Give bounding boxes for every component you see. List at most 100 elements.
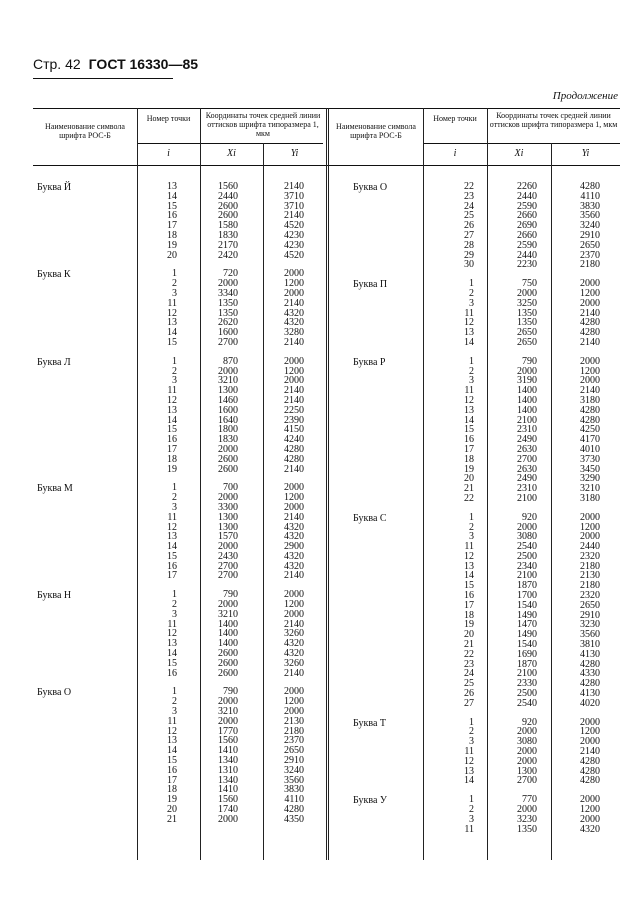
table-row: 11 1350 2140 [33, 298, 326, 309]
y-coordinate: 2140 [284, 385, 304, 397]
table-row: 16 1310 3240 [33, 765, 326, 776]
y-coordinate: 1200 [284, 278, 304, 290]
point-index: 1 [172, 686, 177, 698]
point-index: 12 [464, 394, 474, 406]
col-divider [423, 108, 424, 860]
continuation-label: Продолжение [552, 90, 618, 102]
header-sub-rule-right [423, 143, 620, 144]
y-coordinate: 2000 [284, 608, 304, 620]
x-coordinate: 2100 [517, 414, 537, 426]
y-coordinate: 4280 [580, 404, 600, 416]
x-coordinate: 1540 [517, 639, 537, 651]
point-index: 2 [172, 492, 177, 504]
y-coordinate: 3810 [580, 639, 600, 651]
point-index: 2 [469, 804, 474, 816]
x-coordinate: 2440 [218, 190, 238, 202]
header-y-left: Yi [290, 148, 299, 159]
table-row: 11 1400 2140 [333, 386, 620, 396]
y-coordinate: 4110 [580, 190, 600, 202]
x-coordinate: 2500 [517, 688, 537, 700]
y-coordinate: 2180 [580, 580, 600, 592]
header-rule [33, 78, 173, 79]
y-coordinate: 4110 [284, 794, 304, 806]
col-divider [487, 108, 488, 860]
symbol-name: Буква М [37, 483, 73, 495]
x-coordinate: 1600 [218, 327, 238, 339]
point-index: 2 [469, 365, 474, 377]
table-row: 13 1400 4280 [333, 404, 620, 416]
point-index: 21 [464, 483, 474, 495]
x-coordinate: 1400 [517, 404, 537, 416]
y-coordinate: 4280 [580, 327, 600, 339]
x-coordinate: 2000 [218, 541, 238, 553]
x-coordinate: 790 [223, 589, 238, 601]
x-coordinate: 2440 [517, 249, 537, 261]
point-index: 1 [469, 716, 474, 728]
x-coordinate: 3230 [517, 813, 537, 825]
table-row: 3 3340 2000 [33, 289, 326, 299]
letter-section: Буква П 1 750 2000 2 2000 1200 3 3250 2000 11 1350 2… [333, 279, 620, 348]
point-index: 3 [172, 608, 177, 620]
table-row: 14 2600 4320 [33, 649, 326, 659]
y-coordinate: 2910 [284, 755, 304, 767]
point-index: 20 [167, 804, 177, 816]
y-coordinate: 2000 [580, 794, 600, 806]
table-row: 14 2440 3710 [33, 190, 326, 202]
table-row: 27 2660 2910 [333, 231, 620, 241]
y-coordinate: 4010 [580, 443, 600, 455]
y-coordinate: 2000 [284, 686, 304, 698]
point-index: 19 [167, 794, 177, 806]
point-index: 18 [167, 784, 177, 796]
x-coordinate: 2430 [218, 550, 238, 562]
x-coordinate: 2540 [517, 541, 537, 553]
page-number: Стр. 42 [33, 56, 81, 72]
point-index: 16 [167, 667, 177, 679]
x-coordinate: 920 [522, 716, 537, 728]
y-coordinate: 2000 [284, 501, 304, 513]
point-index: 13 [167, 735, 177, 747]
point-index: 2 [469, 287, 474, 299]
header-x-right: Xi [514, 148, 524, 159]
point-index: 13 [167, 404, 177, 416]
y-coordinate: 3240 [580, 220, 600, 232]
table-row: 16 2600 2140 [33, 211, 326, 221]
point-index: 22 [464, 181, 474, 192]
x-coordinate: 2170 [218, 239, 238, 251]
table-row: 14 2000 2900 [33, 542, 326, 552]
x-coordinate: 870 [223, 355, 238, 367]
table-row: 13 2650 4280 [333, 328, 620, 338]
point-index: 12 [167, 394, 177, 406]
table-row: 1 750 2000 [333, 279, 620, 289]
col-divider [200, 108, 201, 860]
table-row: 19 2600 2140 [33, 464, 326, 475]
table-row: 12 1350 4320 [33, 307, 326, 319]
table-row: 12 1350 4280 [333, 318, 620, 328]
point-index: 2 [469, 521, 474, 533]
y-coordinate: 3560 [284, 774, 304, 786]
y-coordinate: 2000 [284, 268, 304, 280]
x-coordinate: 3210 [218, 706, 238, 718]
letter-section: Буква Р 1 790 2000 2 2000 1200 3 3190 2000 11 1400 2… [333, 356, 620, 504]
x-coordinate: 1300 [218, 511, 238, 523]
x-coordinate: 1340 [218, 755, 238, 767]
table-row: 13 1300 4280 [333, 766, 620, 777]
table-row: 2 2000 1200 [333, 289, 620, 299]
y-coordinate: 3830 [580, 200, 600, 212]
y-coordinate: 2650 [284, 745, 304, 757]
x-coordinate: 2000 [517, 365, 537, 377]
point-index: 22 [464, 648, 474, 660]
x-coordinate: 1460 [218, 394, 238, 406]
table-row: 11 1400 2140 [33, 618, 326, 630]
point-index: 11 [464, 541, 474, 553]
point-index: 11 [167, 618, 177, 630]
col-divider [263, 143, 264, 860]
y-coordinate: 3260 [284, 657, 304, 669]
right-data-panel: Буква О 22 2260 4280 23 2440 4110 24 2590 3830 25 2… [333, 182, 620, 843]
point-index: 17 [464, 443, 474, 455]
table-row: 1 790 2000 [333, 356, 620, 367]
x-coordinate: 1690 [517, 648, 537, 660]
x-coordinate: 770 [522, 794, 537, 806]
x-coordinate: 2700 [218, 570, 238, 582]
y-coordinate: 4320 [284, 307, 304, 319]
table-row: 19 1560 4110 [33, 795, 326, 805]
